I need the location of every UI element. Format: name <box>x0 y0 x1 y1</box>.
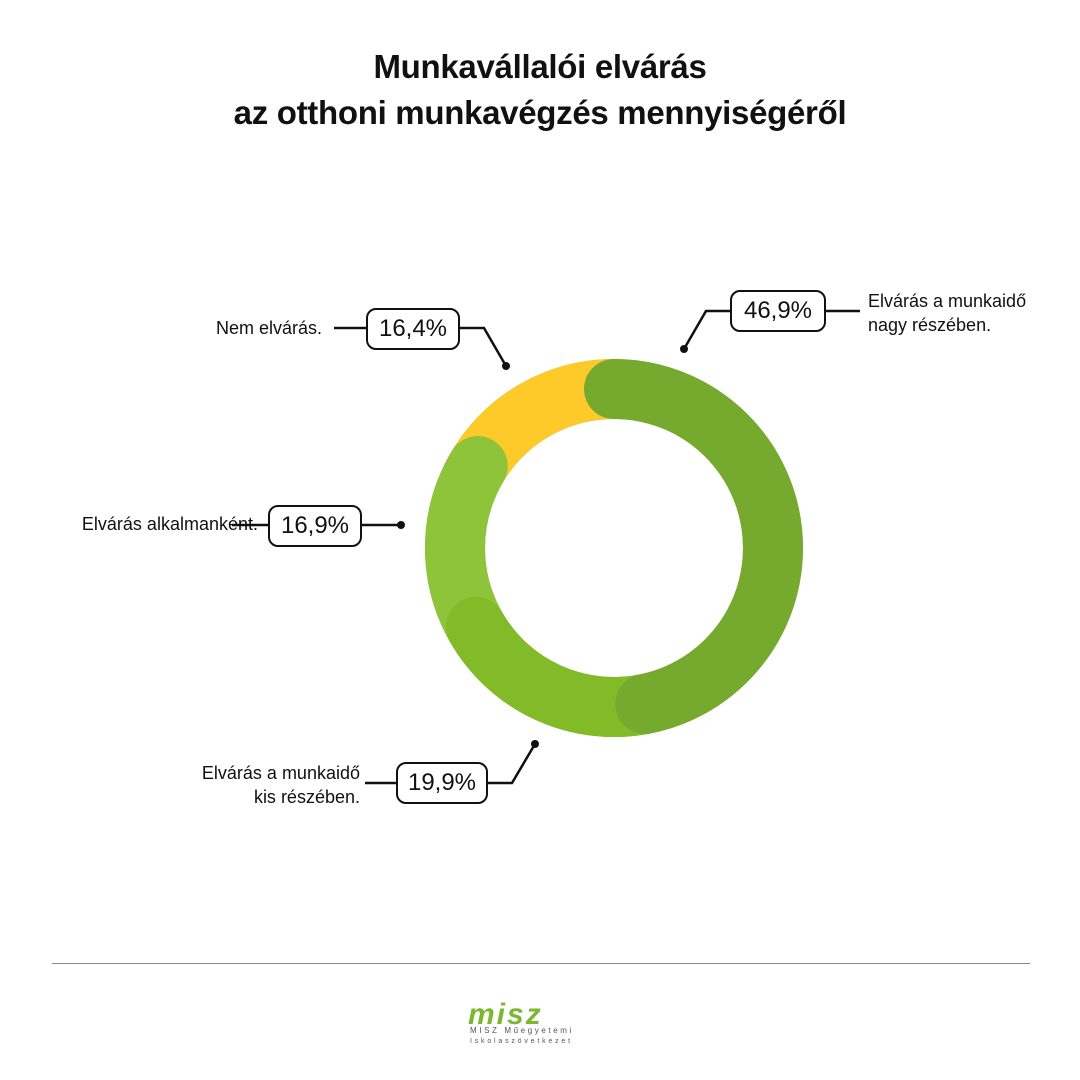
category-label-large-part-line-1: Elvárás a munkaidő <box>868 291 1027 311</box>
donut-slices <box>425 359 803 737</box>
leader-dot-large-part <box>680 345 688 353</box>
misz-logo: misz MISZ Műegyetemi Iskolaszövetkezet <box>440 1000 640 1050</box>
leader-dot-occasionally <box>397 521 405 529</box>
leader-dot-small-part <box>531 740 539 748</box>
category-label-small-part-line-1: Elvárás a munkaidő <box>201 763 360 783</box>
category-label-large-part: Elvárás a munkaidő nagy részében. <box>868 289 1026 337</box>
leader-line-large-part <box>682 309 730 350</box>
chart-title: Munkavállalói elvárás az otthoni munkavé… <box>0 44 1080 136</box>
chart-title-line-1: Munkavállalói elvárás <box>373 48 707 85</box>
footer-divider <box>52 963 1030 964</box>
logo-subtitle-line-1: MISZ Műegyetemi <box>470 1026 574 1035</box>
leader-dot-not-expected <box>502 362 510 370</box>
category-label-occasionally: Elvárás alkalmanként. <box>20 512 258 536</box>
category-label-small-part-line-2: kis részében. <box>253 787 360 807</box>
value-label-occasionally: 16,9% <box>268 505 362 547</box>
leader-line-not-expected <box>460 326 508 367</box>
value-label-not-expected: 16,4% <box>366 308 460 350</box>
category-label-small-part: Elvárás a munkaidő kis részében. <box>170 761 360 809</box>
category-label-large-part-line-2: nagy részében. <box>868 315 992 335</box>
logo-subtitle-line-2: Iskolaszövetkezet <box>470 1038 573 1045</box>
leader-line-small-part <box>488 743 537 785</box>
chart-title-line-2: az otthoni munkavégzés mennyiségéről <box>233 94 847 131</box>
callout-leaders <box>232 309 860 785</box>
category-label-occasionally-line-1: Elvárás alkalmanként. <box>81 514 258 534</box>
donut-slice-large-part <box>584 359 803 734</box>
category-label-not-expected: Nem elvárás. <box>160 316 322 340</box>
value-label-large-part: 46,9% <box>730 290 826 332</box>
category-label-not-expected-line-1: Nem elvárás. <box>215 318 322 338</box>
value-label-small-part: 19,9% <box>396 762 488 804</box>
logo-wordmark: misz <box>468 998 543 1031</box>
